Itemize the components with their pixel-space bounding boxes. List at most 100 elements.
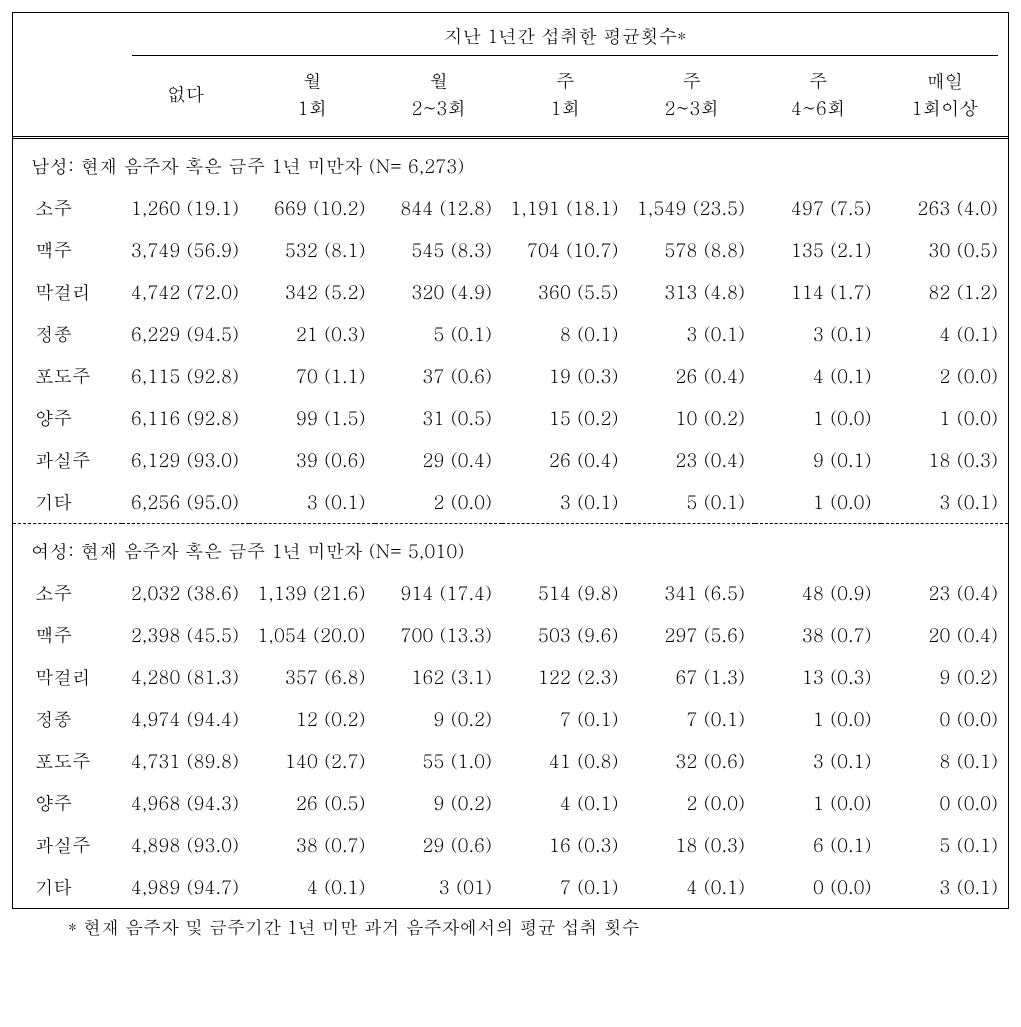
cell: 67 (1.3) bbox=[628, 656, 755, 698]
row-label: 양주 bbox=[13, 782, 122, 824]
cell: 20 (0.4) bbox=[881, 614, 1008, 656]
cell: 357 (6.8) bbox=[249, 656, 376, 698]
cell: 26 (0.4) bbox=[628, 355, 755, 397]
cell: 23 (0.4) bbox=[628, 439, 755, 481]
table-row: 정종4,974 (94.4)12 (0.2)9 (0.2)7 (0.1)7 (0… bbox=[13, 698, 1008, 740]
table-row: 기타6,256 (95.0)3 (0.1)2 (0.0)3 (0.1)5 (0.… bbox=[13, 481, 1008, 524]
cell: 1,260 (19.1) bbox=[122, 187, 249, 229]
cell: 13 (0.3) bbox=[755, 656, 882, 698]
cell: 9 (0.2) bbox=[375, 698, 502, 740]
cell: 6 (0.1) bbox=[755, 824, 882, 866]
cell: 38 (0.7) bbox=[755, 614, 882, 656]
cell: 844 (12.8) bbox=[375, 187, 502, 229]
cell: 1,549 (23.5) bbox=[628, 187, 755, 229]
cell: 3 (0.1) bbox=[249, 481, 376, 524]
cell: 82 (1.2) bbox=[881, 271, 1008, 313]
row-label: 맥주 bbox=[13, 614, 122, 656]
row-label: 소주 bbox=[13, 572, 122, 614]
table-row: 소주2,032 (38.6)1,139 (21.6)914 (17.4)514 … bbox=[13, 572, 1008, 614]
cell: 1 (0.0) bbox=[755, 698, 882, 740]
row-label: 맥주 bbox=[13, 229, 122, 271]
cell: 23 (0.4) bbox=[881, 572, 1008, 614]
column-header: 주1회 bbox=[502, 58, 629, 136]
cell: 700 (13.3) bbox=[375, 614, 502, 656]
table-row: 맥주3,749 (56.9)532 (8.1)545 (8.3)704 (10.… bbox=[13, 229, 1008, 271]
cell: 1 (0.0) bbox=[755, 397, 882, 439]
cell: 10 (0.2) bbox=[628, 397, 755, 439]
cell: 26 (0.4) bbox=[502, 439, 629, 481]
title-row: 지난 1년간 섭취한 평균횟수* bbox=[13, 13, 1008, 58]
cell: 4 (0.1) bbox=[881, 313, 1008, 355]
cell: 48 (0.9) bbox=[755, 572, 882, 614]
cell: 6,129 (93.0) bbox=[122, 439, 249, 481]
cell: 30 (0.5) bbox=[881, 229, 1008, 271]
cell: 8 (0.1) bbox=[502, 313, 629, 355]
cell: 4,742 (72.0) bbox=[122, 271, 249, 313]
cell: 7 (0.1) bbox=[502, 698, 629, 740]
cell: 8 (0.1) bbox=[881, 740, 1008, 782]
cell: 21 (0.3) bbox=[249, 313, 376, 355]
cell: 320 (4.9) bbox=[375, 271, 502, 313]
cell: 4,898 (93.0) bbox=[122, 824, 249, 866]
cell: 18 (0.3) bbox=[628, 824, 755, 866]
section-heading: 남성: 현재 음주자 혹은 금주 1년 미만자 (N= 6,273) bbox=[13, 137, 1008, 187]
cell: 3 (0.1) bbox=[881, 866, 1008, 908]
column-header-blank bbox=[13, 58, 122, 136]
cell: 514 (9.8) bbox=[502, 572, 629, 614]
cell: 3 (0.1) bbox=[755, 740, 882, 782]
cell: 360 (5.5) bbox=[502, 271, 629, 313]
table-title: 지난 1년간 섭취한 평균횟수* bbox=[444, 23, 686, 49]
section-heading-row: 여성: 현재 음주자 혹은 금주 1년 미만자 (N= 5,010) bbox=[13, 524, 1008, 572]
cell: 19 (0.3) bbox=[502, 355, 629, 397]
cell: 3,749 (56.9) bbox=[122, 229, 249, 271]
cell: 578 (8.8) bbox=[628, 229, 755, 271]
row-label: 포도주 bbox=[13, 740, 122, 782]
cell: 1 (0.0) bbox=[755, 782, 882, 824]
cell: 341 (6.5) bbox=[628, 572, 755, 614]
row-label: 포도주 bbox=[13, 355, 122, 397]
section-heading: 여성: 현재 음주자 혹은 금주 1년 미만자 (N= 5,010) bbox=[13, 524, 1008, 572]
cell: 15 (0.2) bbox=[502, 397, 629, 439]
column-header: 월1회 bbox=[249, 58, 376, 136]
cell: 914 (17.4) bbox=[375, 572, 502, 614]
table-container: 지난 1년간 섭취한 평균횟수* 없다월1회월2~3회주1회주2~3회주4~6회… bbox=[12, 12, 1009, 909]
row-label: 과실주 bbox=[13, 824, 122, 866]
cell: 532 (8.1) bbox=[249, 229, 376, 271]
cell: 6,116 (92.8) bbox=[122, 397, 249, 439]
cell: 0 (0.0) bbox=[881, 782, 1008, 824]
table-row: 맥주2,398 (45.5)1,054 (20.0)700 (13.3)503 … bbox=[13, 614, 1008, 656]
column-header: 주4~6회 bbox=[755, 58, 882, 136]
cell: 18 (0.3) bbox=[881, 439, 1008, 481]
column-header: 주2~3회 bbox=[628, 58, 755, 136]
cell: 114 (1.7) bbox=[755, 271, 882, 313]
cell: 2 (0.0) bbox=[375, 481, 502, 524]
table-row: 포도주6,115 (92.8)70 (1.1)37 (0.6)19 (0.3)2… bbox=[13, 355, 1008, 397]
cell: 41 (0.8) bbox=[502, 740, 629, 782]
cell: 2,398 (45.5) bbox=[122, 614, 249, 656]
cell: 1 (0.0) bbox=[881, 397, 1008, 439]
table-row: 양주4,968 (94.3)26 (0.5)9 (0.2)4 (0.1)2 (0… bbox=[13, 782, 1008, 824]
table-row: 막걸리4,742 (72.0)342 (5.2)320 (4.9)360 (5.… bbox=[13, 271, 1008, 313]
cell: 4,974 (94.4) bbox=[122, 698, 249, 740]
cell: 2 (0.0) bbox=[881, 355, 1008, 397]
cell: 122 (2.3) bbox=[502, 656, 629, 698]
cell: 669 (10.2) bbox=[249, 187, 376, 229]
row-label: 막걸리 bbox=[13, 656, 122, 698]
column-header: 매일1회이상 bbox=[881, 58, 1008, 136]
cell: 503 (9.6) bbox=[502, 614, 629, 656]
frequency-table: 지난 1년간 섭취한 평균횟수* 없다월1회월2~3회주1회주2~3회주4~6회… bbox=[13, 13, 1008, 908]
cell: 313 (4.8) bbox=[628, 271, 755, 313]
cell: 497 (7.5) bbox=[755, 187, 882, 229]
cell: 3 (0.1) bbox=[502, 481, 629, 524]
section-heading-row: 남성: 현재 음주자 혹은 금주 1년 미만자 (N= 6,273) bbox=[13, 137, 1008, 187]
cell: 5 (0.1) bbox=[628, 481, 755, 524]
table-row: 정종6,229 (94.5)21 (0.3)5 (0.1)8 (0.1)3 (0… bbox=[13, 313, 1008, 355]
cell: 12 (0.2) bbox=[249, 698, 376, 740]
cell: 3 (0.1) bbox=[628, 313, 755, 355]
cell: 7 (0.1) bbox=[502, 866, 629, 908]
cell: 5 (0.1) bbox=[881, 824, 1008, 866]
table-body: 남성: 현재 음주자 혹은 금주 1년 미만자 (N= 6,273) 소주 1,26… bbox=[13, 137, 1008, 908]
footnote: * 현재 음주자 및 금주기간 1년 미만 과거 음주자에서의 평균 섭취 횟수 bbox=[12, 909, 1009, 940]
cell: 135 (2.1) bbox=[755, 229, 882, 271]
cell: 1,054 (20.0) bbox=[249, 614, 376, 656]
